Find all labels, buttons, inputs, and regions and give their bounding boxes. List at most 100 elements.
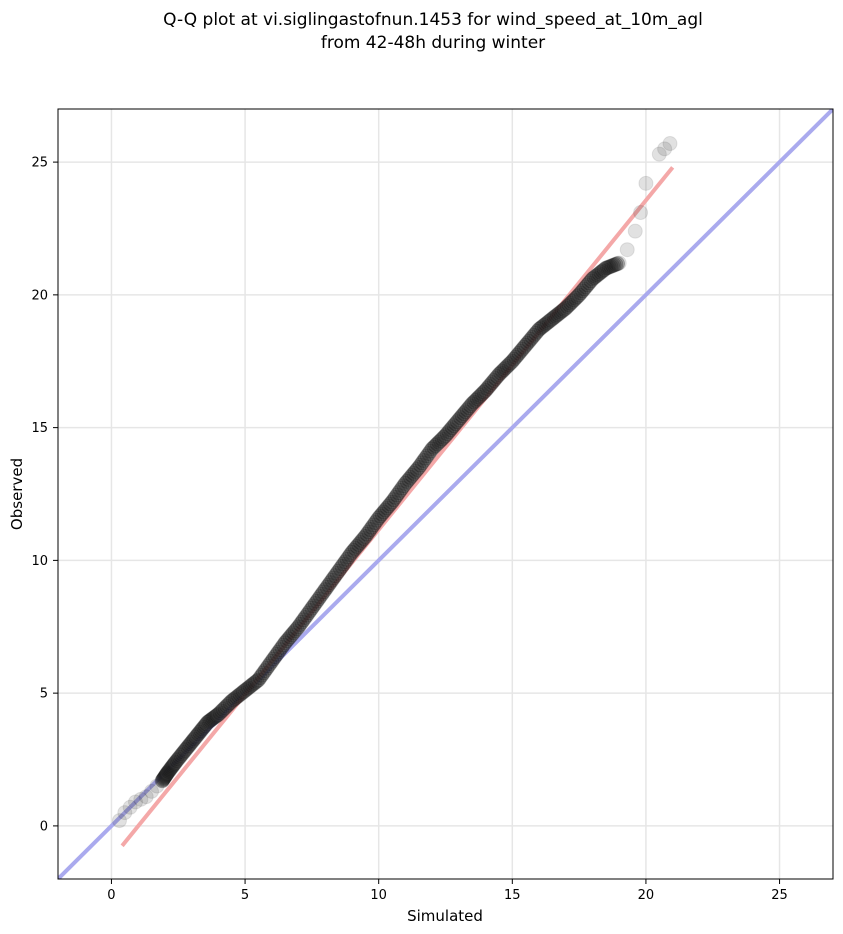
quantile-point [232,686,248,702]
quantile-point [600,260,616,276]
quantile-point [138,789,154,805]
quantile-point [292,616,308,632]
quantile-point [633,205,649,221]
quantile-point [111,813,127,829]
quantile-point [128,794,143,810]
quantile-point [161,763,177,779]
quantile-point [372,508,388,524]
quantile-point [494,363,510,379]
quantile-point [431,434,447,450]
quantile-point [396,478,412,494]
quantile-point [386,492,402,508]
quantile-point [539,315,555,331]
quantile-point [299,607,315,623]
quantile-point [468,392,484,408]
quantile-point [301,605,317,621]
quantile-point [316,584,332,600]
quantile-point [173,748,189,764]
quantile-point [185,733,201,749]
quantile-point [427,438,443,454]
quantile-point [434,431,450,447]
quantile-point [538,316,554,332]
quantile-point [302,602,318,618]
quantile-point [619,242,635,258]
quantile-point [327,568,343,584]
quantile-point [603,258,619,274]
quantile-point [578,279,594,295]
quantile-point [269,646,285,662]
quantile-point [336,556,352,572]
quantile-point [247,675,263,691]
quantile-point [409,461,425,477]
quantile-point [274,639,290,655]
quantile-point [219,698,235,714]
quantile-point [504,353,520,369]
y-tick-label: 0 [40,819,48,834]
quantile-point [174,746,190,762]
quantile-point [610,256,626,272]
quantile-point [157,769,173,785]
quantile-point [399,473,415,489]
quantile-point [611,255,627,271]
quantile-point [156,770,172,786]
quantile-point [481,378,497,394]
quantile-point [605,258,621,274]
quantile-point [514,341,530,357]
quantile-point [324,572,340,588]
quantile-point [419,448,435,464]
quantile-point [499,358,515,374]
quantile-point [595,263,611,279]
quantile-point [149,778,165,794]
quantile-point [381,498,397,514]
quantile-point [242,679,258,694]
quantile-point [444,420,460,436]
data-points [111,136,678,829]
quantile-point [229,689,245,705]
quantile-point [277,635,293,651]
quantile-point [397,475,413,491]
quantile-point [406,465,422,481]
quantile-point [526,327,542,343]
quantile-point [394,480,410,496]
quantile-point [200,714,216,730]
quantile-point [349,538,365,554]
quantile-point [198,716,214,732]
quantile-point [506,351,522,367]
quantile-point [469,391,485,407]
x-tick-label: 20 [638,888,655,903]
quantile-point [197,718,213,734]
quantile-point [546,309,562,325]
quantile-point [184,734,200,750]
quantile-point [352,534,368,550]
quantile-point [326,570,342,586]
quantile-point [436,429,452,445]
quantile-point [347,540,363,556]
quantile-point [439,426,455,442]
quantile-point [374,506,390,522]
y-tick-label: 5 [40,687,48,702]
x-tick-label: 10 [370,888,387,903]
quantile-point [240,680,256,696]
quantile-point [476,384,492,400]
quantile-point [473,387,489,403]
quantile-point [341,549,357,565]
quantile-point [202,712,218,728]
quantile-point [511,345,527,361]
quantile-point [351,536,367,552]
quantile-point [421,446,437,462]
quantile-point [329,565,345,581]
quantile-point [214,703,230,719]
x-tick-label: 25 [771,888,788,903]
quantile-point [311,591,327,607]
quantile-point [429,436,445,452]
quantile-point [193,723,209,739]
quantile-point [366,517,382,533]
quantile-point [387,489,403,505]
quantile-point [237,682,253,698]
quantile-point [176,744,192,760]
quantile-point [344,544,360,560]
quantile-point [556,301,572,317]
quantile-point [160,765,176,781]
quantile-point [486,372,502,388]
